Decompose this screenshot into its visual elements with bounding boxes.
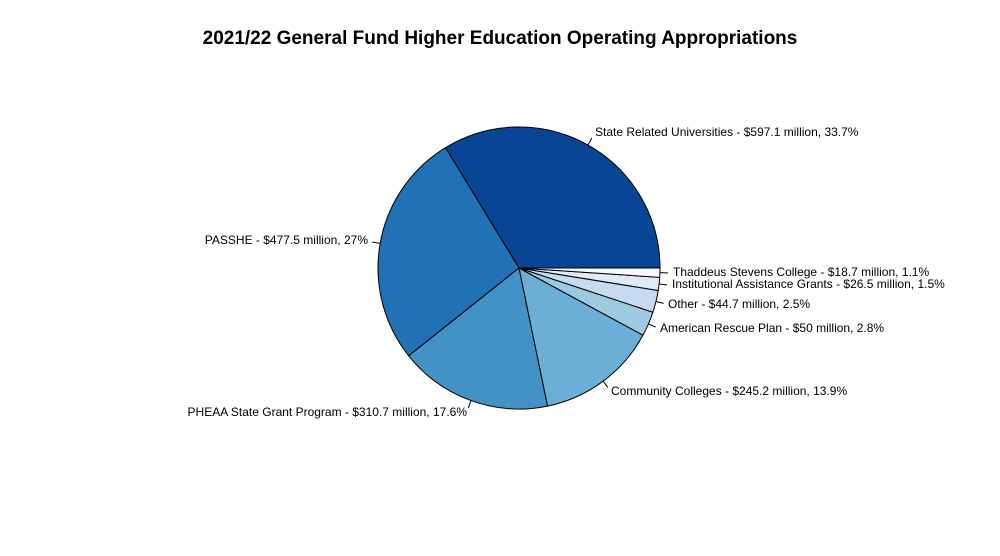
slice-label: Thaddeus Stevens College - $18.7 million… (673, 265, 929, 279)
slice-label: Institutional Assistance Grants - $26.5 … (672, 277, 945, 291)
slice-label: PASSHE - $477.5 million, 27% (205, 233, 369, 247)
slice-label: Community Colleges - $245.2 million, 13.… (611, 384, 847, 398)
slice-label: PHEAA State Grant Program - $310.7 milli… (188, 405, 468, 419)
leader-tick (659, 283, 668, 286)
leader-tick (467, 400, 472, 409)
leader-tick (602, 380, 609, 388)
chart-title: 2021/22 General Fund Higher Education Op… (202, 28, 798, 49)
pie-slice (377, 146, 520, 357)
pie-slice (407, 267, 549, 410)
slice-label: Other - $44.7 million, 2.5% (668, 297, 810, 311)
leader-tick (655, 300, 664, 304)
pie-slice (518, 267, 644, 407)
leader-tick (372, 241, 381, 244)
leader-tick (587, 137, 593, 146)
pie-slice (444, 126, 661, 269)
slice-label: State Related Universities - $597.1 mill… (595, 125, 859, 139)
leader-tick (648, 323, 656, 328)
slice-label: American Rescue Plan - $50 million, 2.8% (660, 321, 884, 335)
